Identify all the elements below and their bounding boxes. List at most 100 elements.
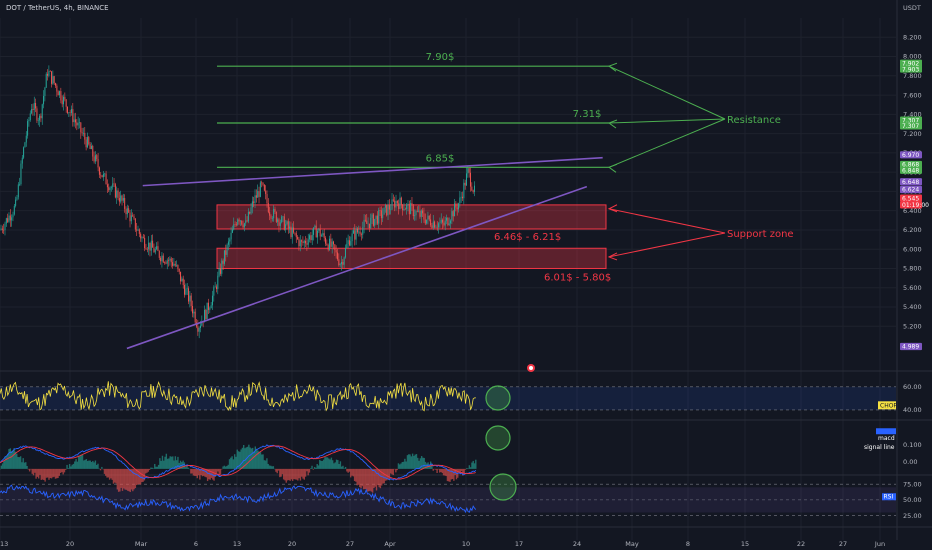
time-tick-label: 13 [0, 540, 8, 548]
resistance-arrowhead-0 [607, 62, 618, 72]
macd-hist-bar-183 [235, 456, 237, 469]
macd-hist-bar-124 [159, 458, 161, 469]
candle-body-113 [150, 240, 152, 251]
macd-hist-bar-275 [353, 468, 356, 482]
macd-hist-bar-366 [471, 462, 473, 469]
macd-hist-bar-289 [371, 468, 374, 493]
candle-body-211 [281, 216, 283, 223]
macd-hist-bar-321 [413, 455, 415, 469]
candle-body-79 [105, 173, 107, 185]
macd-hist-bar-110 [141, 468, 143, 483]
candle-body-324 [431, 225, 433, 228]
macd-hist-bar-98 [125, 468, 128, 490]
candle-body-159 [211, 295, 213, 306]
candle-body-174 [231, 229, 233, 233]
chop-badge-label: CHOP [880, 402, 897, 409]
candle-body-130 [173, 263, 175, 266]
macd-hist-bar-349 [449, 468, 451, 482]
candle-body-41 [55, 83, 57, 86]
candle-body-219 [291, 227, 293, 238]
candle-body-189 [251, 201, 253, 208]
macd-hist-bar-12 [14, 451, 17, 469]
candle-body-318 [423, 213, 425, 220]
candle-body-63 [84, 132, 86, 140]
macd-hist-bar-331 [426, 463, 428, 469]
macd-hist-bar-215 [276, 468, 278, 474]
candle-body-110 [146, 249, 148, 250]
candle-body-56 [74, 119, 76, 123]
macd-hist-bar-14 [17, 456, 19, 469]
macd-hist-bar-300 [386, 468, 388, 481]
macd-hist-bar-130 [166, 458, 169, 469]
macd-hist-bar-246 [316, 464, 318, 469]
macd-hist-bar-112 [143, 468, 146, 481]
macd-hist-bar-212 [272, 466, 275, 469]
price-tick-label: 6.400 [903, 207, 922, 215]
macd-hist-bar-308 [396, 468, 398, 471]
candle-body-125 [166, 260, 168, 264]
candle-body-6 [8, 215, 10, 222]
candle-body-333 [443, 222, 445, 226]
macd-hist-bar-312 [401, 462, 404, 469]
candle-body-161 [214, 286, 216, 288]
candle-body-308 [410, 203, 412, 215]
rsi-tick-label: 50.00 [903, 496, 922, 504]
macd-hist-bar-149 [191, 468, 193, 474]
macd-hist-bar-287 [369, 468, 371, 491]
candle-body-223 [297, 237, 299, 239]
macd-hist-bar-126 [161, 455, 164, 469]
symbol-title: DOT / TetherUS, 4h, BINANCE [6, 4, 109, 12]
time-tick-label: 10 [462, 540, 470, 548]
macd-hist-bar-262 [337, 460, 339, 469]
macd-hist-bar-3 [3, 461, 5, 469]
candle-body-288 [383, 207, 385, 215]
candle-body-90 [120, 195, 122, 202]
candle-body-221 [294, 232, 296, 234]
candle-body-346 [460, 196, 462, 198]
price-badge-2 [900, 116, 922, 124]
candle-body-228 [303, 240, 305, 243]
macd-hist-bar-131 [168, 458, 170, 469]
support-arrowhead-0 [607, 204, 618, 213]
candle-body-255 [339, 264, 341, 266]
candle-body-176 [234, 224, 236, 225]
candle-body-42 [56, 85, 58, 92]
macd-hist-bar-147 [188, 468, 191, 470]
candle-body-68 [90, 145, 92, 149]
price-tick-label: 5.600 [903, 284, 922, 292]
candle-body-67 [89, 144, 91, 149]
candle-body-188 [250, 207, 252, 214]
macd-hist-bar-35 [44, 468, 46, 482]
candle-body-37 [49, 71, 51, 72]
price-tick-label: 8.000 [903, 53, 922, 61]
candle-body-297 [395, 200, 397, 208]
candle-body-195 [259, 182, 261, 197]
candle-body-136 [181, 278, 183, 282]
time-tick-label: 8 [686, 540, 690, 548]
macd-hist-bar-11 [13, 448, 15, 469]
macd-hist-bar-52 [66, 464, 68, 469]
macd-hist-bar-95 [121, 468, 124, 491]
candle-body-14 [19, 184, 21, 185]
candle-body-17 [23, 147, 25, 158]
macd-hist-bar-310 [399, 464, 401, 469]
macd-hist-bar-63 [80, 454, 82, 469]
price-badge-label: 6.868 [902, 162, 919, 169]
macd-hist-bar-357 [459, 468, 462, 475]
candle-body-356 [473, 185, 475, 192]
macd-hist-bar-174 [223, 465, 226, 469]
resistance-arrow-2 [608, 118, 726, 168]
macd-hist-bar-107 [137, 468, 139, 485]
price-tick-label: 5.800 [903, 265, 922, 273]
candle-body-98 [130, 215, 132, 222]
macd-hist-bar-46 [58, 468, 61, 476]
macd-hist-bar-177 [227, 464, 229, 469]
macd-hist-bar-62 [79, 456, 81, 469]
candle-body-286 [380, 210, 382, 219]
macd-hist-bar-30 [37, 468, 40, 479]
macd-hist-bar-20 [25, 462, 27, 469]
macd-hist-bar-104 [133, 468, 135, 490]
support-arrow-1 [608, 232, 726, 258]
candle-body-183 [243, 223, 245, 228]
candle-body-339 [451, 211, 453, 221]
